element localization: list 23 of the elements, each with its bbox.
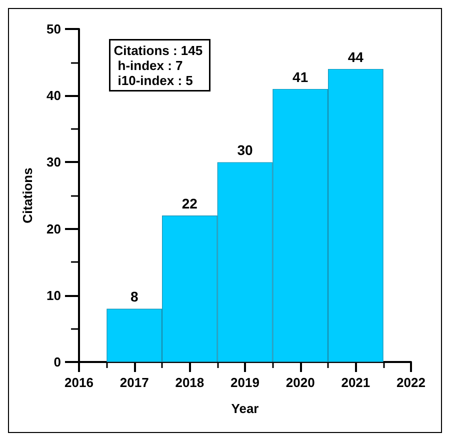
x-tick-label: 2020 (286, 375, 315, 390)
y-tick-label: 20 (46, 221, 61, 236)
y-tick-label: 10 (46, 288, 61, 303)
x-axis-title: Year (231, 401, 259, 416)
x-tick-label: 2021 (341, 375, 370, 390)
data-label: 44 (348, 48, 364, 65)
annotation: Citations : 145 (114, 42, 203, 58)
x-tick-label: 2019 (230, 375, 260, 390)
data-label: 22 (182, 195, 198, 212)
annotation: i10-index : 5 (118, 72, 193, 88)
y-axis-title: Citations (20, 168, 35, 224)
data-label: 30 (237, 142, 253, 158)
data-label: 41 (292, 68, 308, 85)
y-tick-label: 0 (54, 354, 61, 370)
x-tick-label: 2022 (396, 375, 426, 390)
x-tick-label: 2018 (175, 375, 204, 390)
x-tick-label: 2016 (64, 375, 94, 390)
data-label: 8 (130, 288, 138, 305)
y-tick-label: 30 (46, 154, 61, 170)
annotation: h-index : 7 (118, 58, 183, 73)
x-tick-label: 2017 (120, 375, 149, 390)
y-tick-label: 40 (46, 88, 61, 104)
y-tick-label: 50 (46, 22, 61, 36)
